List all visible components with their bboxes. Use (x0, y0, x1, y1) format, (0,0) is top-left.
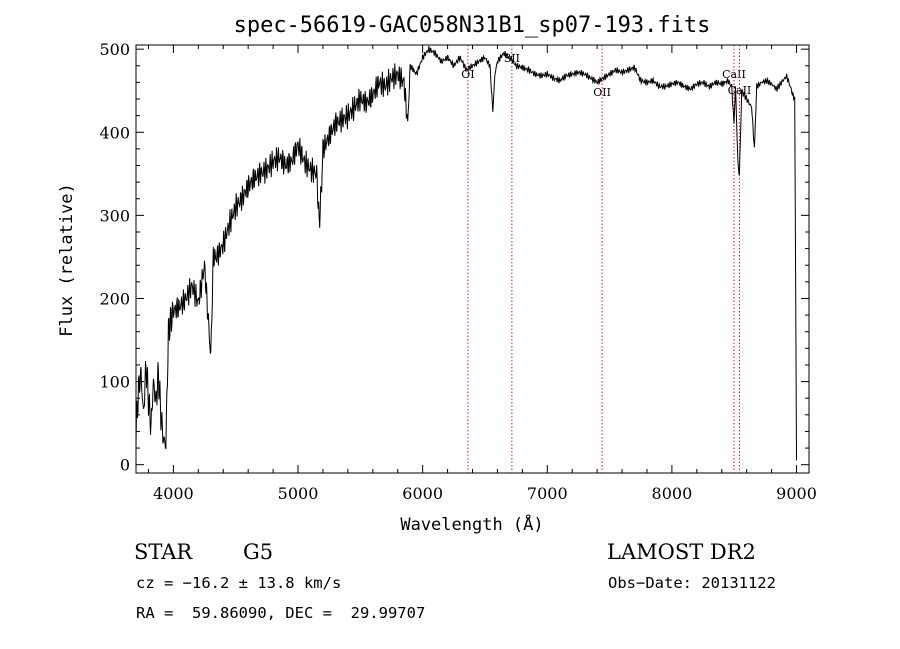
y-axis-label: Flux (relative) (57, 183, 77, 337)
object-subclass: G5 (243, 540, 274, 564)
object-type: STAR (134, 540, 193, 564)
flux-series-line (135, 45, 797, 461)
observation-date: Obs−Date: 20131122 (608, 574, 776, 592)
spectral-line-label: CaII (722, 68, 746, 81)
x-axis-label: Wavelength (Å) (400, 513, 543, 535)
x-tick-label: 9000 (776, 484, 817, 503)
x-tick-label: 8000 (652, 484, 693, 503)
x-tick-label: 7000 (527, 484, 568, 503)
spectral-line-label: OI (461, 68, 474, 81)
axis-ticks: 4000 5000 6000 7000 8000 9000 0 100 200 300 400 500 (99, 40, 816, 503)
chart-title: spec-56619-GAC058N31B1_sp07-193.fits (234, 13, 711, 38)
y-tick-label: 500 (99, 40, 130, 59)
y-tick-label: 400 (99, 123, 130, 142)
spectral-line-label: CaII (728, 84, 752, 97)
y-tick-label: 300 (99, 206, 130, 225)
plot-frame (135, 44, 810, 474)
spectral-line-label: OII (593, 86, 611, 99)
x-tick-label: 6000 (402, 484, 443, 503)
y-tick-label: 200 (99, 289, 130, 308)
x-tick-label: 4000 (153, 484, 194, 503)
y-tick-label: 0 (120, 456, 130, 475)
x-tick-label: 5000 (278, 484, 319, 503)
coordinates: RA = 59.86090, DEC = 29.99707 (136, 604, 426, 622)
redshift-cz: cz = −16.2 ± 13.8 km/s (136, 574, 342, 592)
survey-name: LAMOST DR2 (607, 540, 756, 564)
y-tick-label: 100 (99, 373, 130, 392)
